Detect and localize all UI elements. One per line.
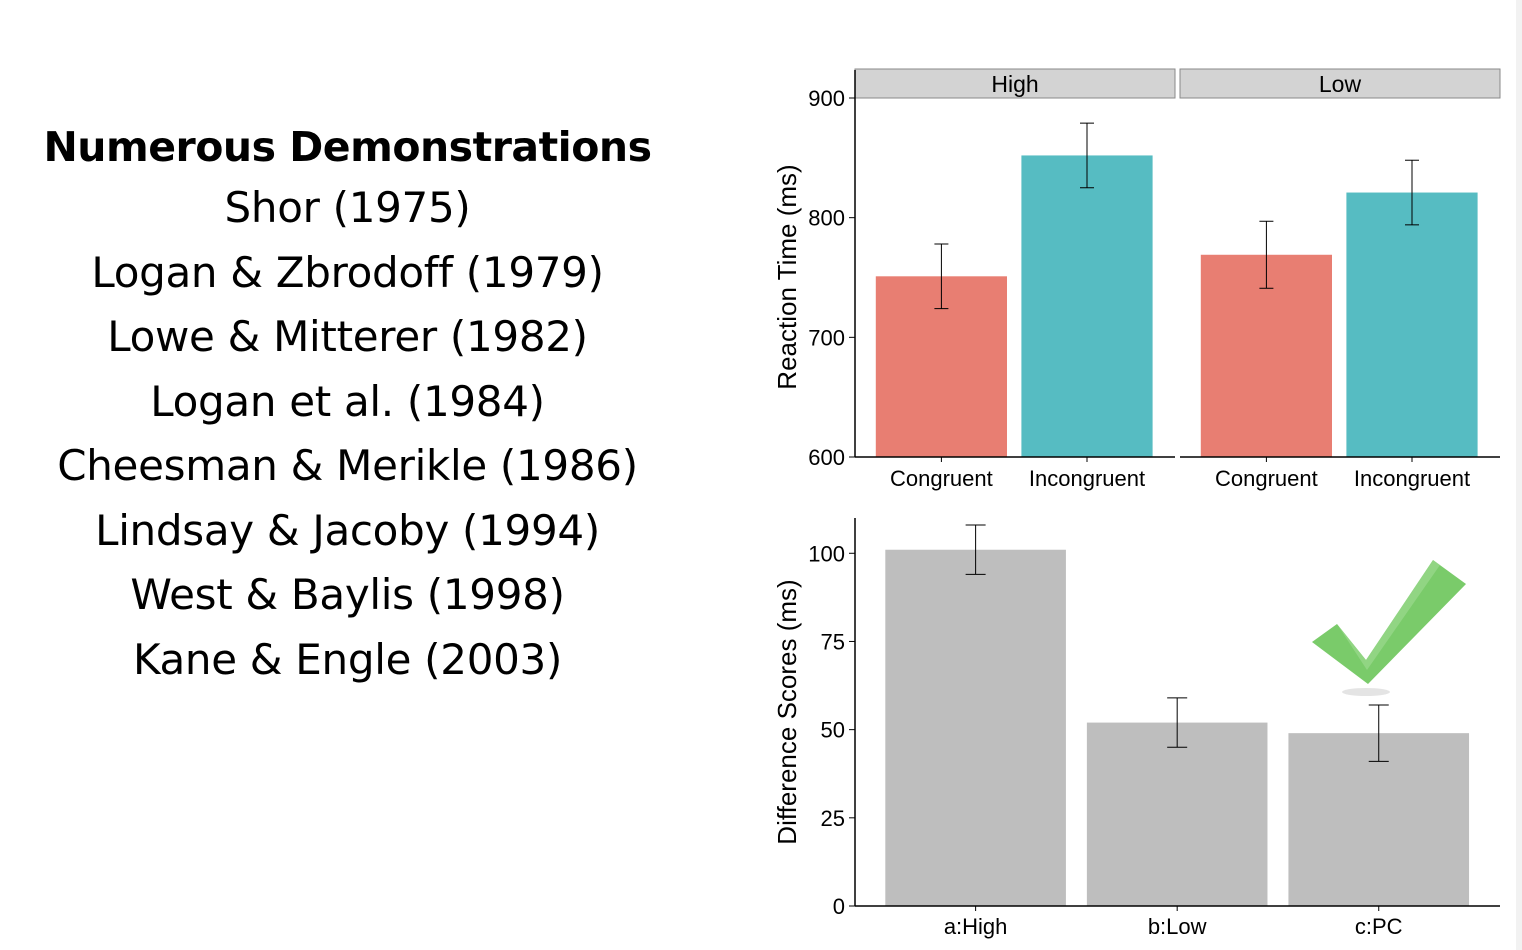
citation-item: Logan & Zbrodoff (1979) xyxy=(91,247,604,297)
citation-item: Lowe & Mitterer (1982) xyxy=(107,312,588,361)
citation-panel: Numerous Demonstrations Shor (1975) Loga… xyxy=(0,118,700,692)
y-tick-label: 700 xyxy=(808,325,845,350)
facet-strip-label: High xyxy=(991,71,1038,97)
citation-item: Shor (1975) xyxy=(224,183,471,232)
y-tick-label: 75 xyxy=(821,629,845,654)
bar-incongruent-low xyxy=(1346,192,1478,457)
slide-heading: Numerous Demonstrations xyxy=(43,123,652,171)
checkmark-shadow xyxy=(1342,688,1390,696)
facet-strip xyxy=(1179,68,1501,99)
citation-item: Logan et al. (1984) xyxy=(150,376,545,426)
y-axis-title: Reaction Time (ms) xyxy=(772,164,802,389)
y-tick-label: 0 xyxy=(833,894,845,919)
x-tick-label: c:PC xyxy=(1355,914,1403,939)
citation-item: Kane & Engle (2003) xyxy=(132,634,563,684)
y-tick-label: 100 xyxy=(808,541,845,566)
checkmark-shape xyxy=(1312,560,1466,684)
bar-a-high xyxy=(885,549,1066,906)
y-tick-label: 900 xyxy=(808,86,845,111)
slide-edge xyxy=(1516,0,1522,950)
citation-item: Lindsay & Jacoby (1994) xyxy=(95,505,600,555)
x-tick-label: Congruent xyxy=(1215,466,1318,491)
bar-b-low xyxy=(1086,722,1268,906)
x-tick-label: Congruent xyxy=(890,466,993,491)
y-tick-label: 25 xyxy=(821,806,845,831)
facet-strip-label: Low xyxy=(1319,71,1362,97)
bar-incongruent-high xyxy=(1021,155,1153,457)
citation-item: West & Baylis (1998) xyxy=(130,570,565,619)
y-tick-label: 50 xyxy=(821,718,845,743)
x-tick-label: b:Low xyxy=(1148,914,1207,939)
y-tick-label: 800 xyxy=(808,206,845,231)
bar-c-pc xyxy=(1288,733,1470,906)
x-tick-label: Incongruent xyxy=(1354,466,1470,491)
x-tick-label: Incongruent xyxy=(1029,466,1145,491)
x-tick-label: a:High xyxy=(944,914,1008,939)
checkmark-icon xyxy=(1312,560,1466,696)
y-tick-label: 600 xyxy=(808,445,845,470)
reaction-time-chart: High Congruent Incongruent Low Congruent Inco… xyxy=(772,68,1501,491)
checkmark-highlight xyxy=(1337,560,1440,670)
citation-item: Cheesman & Merikle (1986) xyxy=(57,441,638,490)
y-axis-title: Difference Scores (ms) xyxy=(772,579,802,844)
